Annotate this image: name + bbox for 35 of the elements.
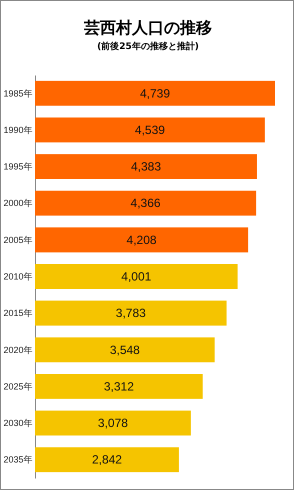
bar xyxy=(35,300,227,326)
data-label: 3,548 xyxy=(110,342,140,357)
bar xyxy=(35,190,256,216)
bar xyxy=(35,154,257,180)
data-label: 3,312 xyxy=(104,379,134,394)
y-tick-label: 2025年 xyxy=(3,381,32,392)
bar xyxy=(35,447,179,472)
data-label: 4,366 xyxy=(130,196,161,210)
data-label: 4,208 xyxy=(126,232,157,247)
y-tick-label: 2015年 xyxy=(3,308,32,318)
bar xyxy=(35,80,275,106)
y-tick-label: 1990年 xyxy=(3,124,32,135)
y-tick-label: 2035年 xyxy=(3,454,32,465)
bar xyxy=(35,118,265,142)
data-label: 3,078 xyxy=(98,416,128,430)
bar xyxy=(35,410,191,436)
data-label: 4,539 xyxy=(134,122,166,137)
data-label: 2,842 xyxy=(92,452,122,467)
chart-subtitle: (前後25年の推移と推計) xyxy=(97,41,199,52)
y-tick-label: 1995年 xyxy=(3,162,32,172)
y-tick-label: 2030年 xyxy=(3,418,32,428)
y-tick-label: 2020年 xyxy=(3,344,32,355)
bar xyxy=(35,374,203,399)
data-label: 4,383 xyxy=(130,160,162,174)
data-label: 3,783 xyxy=(116,306,146,320)
y-tick-label: 2010年 xyxy=(3,272,32,282)
y-tick-label: 2005年 xyxy=(3,234,32,245)
data-label: 4,739 xyxy=(140,86,170,100)
bar xyxy=(35,264,238,289)
y-tick-label: 2000年 xyxy=(3,198,32,208)
chart-title: 芸西村人口の推移 xyxy=(83,18,212,37)
bar xyxy=(35,227,248,252)
data-label: 4,001 xyxy=(121,270,152,284)
bar xyxy=(35,337,215,362)
y-tick-label: 1985年 xyxy=(3,88,32,98)
